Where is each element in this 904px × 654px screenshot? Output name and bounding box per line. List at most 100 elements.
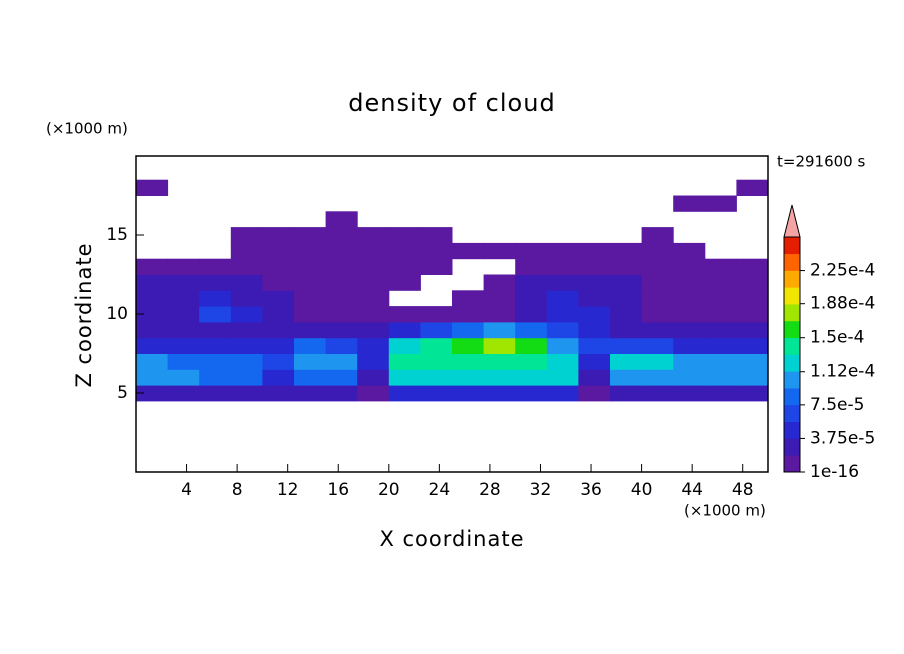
- colorbar-frame: [783, 236, 801, 473]
- contour-cell: [325, 353, 358, 370]
- contour-cell: [230, 353, 263, 370]
- y-tick-label: 10: [106, 304, 128, 324]
- contour-cell: [736, 385, 769, 402]
- contour-cell: [641, 227, 674, 244]
- contour-cell: [483, 242, 516, 260]
- colorbar-tick-label: 1e-16: [810, 462, 859, 482]
- contour-cell: [167, 258, 200, 275]
- contour-cell: [641, 385, 674, 402]
- contour-cell: [736, 353, 769, 370]
- contour-cell: [420, 258, 453, 275]
- x-tick-label: 28: [479, 480, 501, 500]
- contour-cell: [610, 306, 643, 323]
- colorbar-band: [784, 270, 800, 288]
- contour-cell: [578, 306, 611, 323]
- contour-cell: [483, 274, 516, 291]
- contour-cell: [704, 385, 737, 402]
- x-tick-label: 32: [530, 480, 552, 500]
- contour-cell: [483, 353, 516, 370]
- contour-cell: [704, 195, 737, 212]
- contour-cell: [294, 258, 327, 275]
- contour-cell: [641, 306, 674, 323]
- contour-cell: [294, 290, 327, 307]
- contour-cell: [578, 337, 611, 354]
- contour-cell: [610, 337, 643, 354]
- contour-cell: [673, 258, 706, 275]
- contour-cell: [199, 290, 232, 307]
- contour-cell: [199, 385, 232, 402]
- colorbar-band: [784, 455, 800, 473]
- contour-cell: [199, 321, 232, 339]
- contour-cell: [578, 258, 611, 275]
- contour-cell: [546, 274, 579, 291]
- contour-cell: [515, 385, 548, 402]
- contour-cell: [736, 306, 769, 323]
- contour-cell: [325, 290, 358, 307]
- contour-cell: [610, 242, 643, 260]
- contour-cell: [610, 290, 643, 307]
- contour-cell: [578, 385, 611, 402]
- contour-cell: [641, 353, 674, 370]
- contour-cell: [515, 337, 548, 354]
- contour-cell: [199, 306, 232, 323]
- contour-cell: [673, 242, 706, 260]
- contour-cell: [420, 306, 453, 323]
- contour-cell: [736, 337, 769, 354]
- contour-cell: [736, 258, 769, 275]
- contour-cell: [325, 306, 358, 323]
- contour-cell: [325, 274, 358, 291]
- contour-cell: [230, 369, 263, 386]
- contour-cell: [357, 227, 390, 244]
- contour-cell: [294, 321, 327, 339]
- contour-cell: [388, 385, 421, 402]
- contour-cell: [420, 227, 453, 244]
- contour-cell: [578, 369, 611, 386]
- contour-cell: [641, 369, 674, 386]
- contour-cell: [610, 385, 643, 402]
- x-tick-label: 4: [181, 480, 192, 500]
- contour-cell: [230, 385, 263, 402]
- contour-cell: [704, 337, 737, 354]
- contour-cell: [388, 274, 421, 291]
- contour-cell: [610, 258, 643, 275]
- contour-cell: [388, 227, 421, 244]
- contour-cell: [546, 385, 579, 402]
- contour-cell: [294, 306, 327, 323]
- contour-cell: [136, 369, 169, 386]
- contour-cell: [610, 321, 643, 339]
- contour-cell: [230, 306, 263, 323]
- contour-cell: [610, 274, 643, 291]
- colorbar-band: [784, 371, 800, 389]
- contour-cell: [136, 274, 169, 291]
- contour-cell: [546, 306, 579, 323]
- chart-title: density of cloud: [348, 89, 555, 117]
- contour-cell: [673, 290, 706, 307]
- contour-cell: [262, 353, 295, 370]
- time-annotation: t=291600 s: [777, 153, 865, 171]
- contour-cell: [262, 274, 295, 291]
- contour-cell: [136, 337, 169, 354]
- contour-cell: [452, 353, 485, 370]
- x-tick-label: 12: [277, 480, 299, 500]
- x-tick-label: 20: [378, 480, 400, 500]
- colorbar-band: [784, 287, 800, 305]
- contour-cell: [325, 242, 358, 260]
- contour-cell: [452, 385, 485, 402]
- contour-cell: [262, 321, 295, 339]
- contour-cell: [420, 385, 453, 402]
- y-tick-label: 15: [106, 225, 128, 245]
- contour-cell: [546, 321, 579, 339]
- contour-cell: [388, 321, 421, 339]
- colorbar-tick-label: 7.5e-5: [810, 395, 864, 415]
- contour-cell: [357, 274, 390, 291]
- contour-cell: [294, 385, 327, 402]
- contour-cell: [673, 353, 706, 370]
- x-tick-label: 40: [631, 480, 653, 500]
- contour-cell: [420, 353, 453, 370]
- contour-cell: [673, 306, 706, 323]
- contour-cell: [673, 195, 706, 212]
- contour-cell: [388, 337, 421, 354]
- contour-cell: [483, 306, 516, 323]
- contour-cell: [610, 369, 643, 386]
- contour-cell: [483, 385, 516, 402]
